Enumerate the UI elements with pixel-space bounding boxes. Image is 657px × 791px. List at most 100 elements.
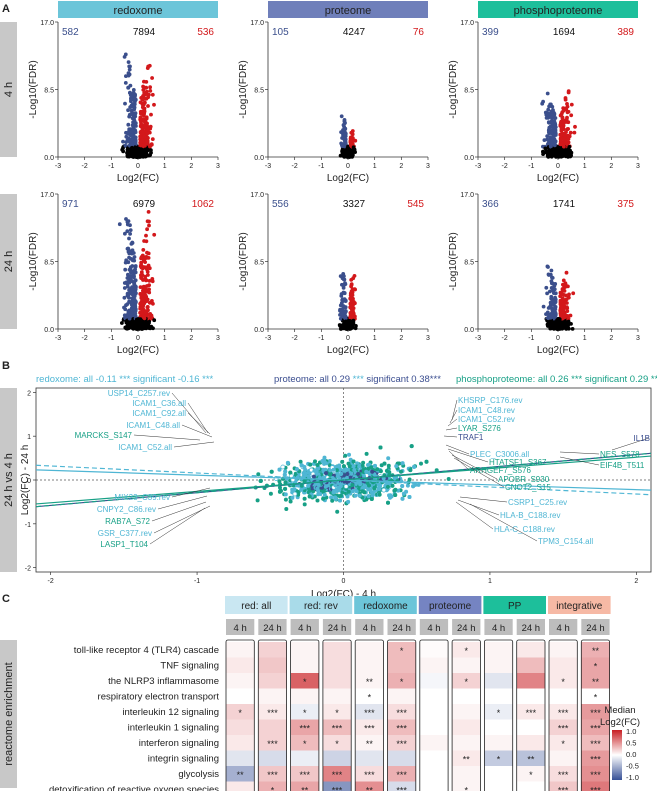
data-point	[127, 150, 132, 155]
y-tick-label: 17.0	[250, 20, 264, 27]
data-point	[345, 494, 350, 499]
data-point	[340, 297, 345, 302]
data-point	[541, 149, 545, 154]
data-point	[152, 318, 157, 323]
y-axis-label: -Log10(FDR)	[448, 60, 459, 118]
data-point	[544, 312, 548, 316]
x-tick-label: 0	[136, 335, 140, 342]
data-point	[339, 294, 344, 298]
data-point	[564, 270, 569, 275]
data-point	[559, 119, 564, 124]
data-point	[130, 241, 135, 245]
data-point	[133, 121, 138, 125]
data-point	[316, 466, 321, 471]
x-tick-label: 1	[373, 163, 377, 170]
data-point	[551, 314, 556, 319]
y-tick-label: 8.5	[44, 260, 54, 267]
data-point	[446, 477, 451, 481]
row-header-1	[0, 194, 17, 329]
data-point	[347, 464, 352, 469]
data-point	[120, 321, 124, 325]
data-point	[150, 92, 155, 97]
data-point	[549, 268, 554, 273]
data-point	[134, 146, 138, 150]
data-point	[133, 287, 138, 291]
data-point	[152, 232, 157, 237]
x-tick-label: 0	[342, 578, 346, 585]
data-point	[560, 287, 565, 291]
data-point	[142, 96, 147, 101]
data-point	[126, 219, 131, 224]
data-point	[351, 318, 356, 323]
data-point	[568, 313, 573, 318]
y-tick-label: 17.0	[460, 20, 474, 27]
data-point	[130, 264, 135, 268]
data-point	[123, 231, 127, 236]
y-tick-label: 8.5	[464, 88, 474, 95]
x-tick-label: -2	[292, 335, 298, 342]
data-point	[124, 130, 128, 135]
data-point	[139, 270, 144, 274]
stats-phosphoproteome: phosphoproteome: all 0.26 *** significan…	[456, 374, 657, 385]
data-point	[121, 139, 125, 144]
data-point	[144, 256, 149, 260]
data-point	[572, 130, 577, 135]
data-point	[142, 315, 147, 320]
data-point	[140, 125, 145, 130]
data-point	[147, 63, 152, 68]
y-axis-label: -Log10(FDR)	[238, 60, 249, 118]
y-tick-label: 0.0	[254, 327, 264, 334]
data-point	[127, 67, 132, 72]
data-point	[327, 459, 332, 463]
data-point	[340, 144, 345, 149]
data-point	[298, 459, 303, 464]
data-point	[283, 492, 288, 497]
data-point	[123, 267, 128, 272]
data-point	[277, 479, 282, 484]
data-point	[342, 274, 346, 278]
y-tick-label: 1	[27, 434, 31, 441]
data-point	[138, 317, 143, 321]
ns-count: 1741	[553, 199, 576, 210]
data-point	[138, 116, 143, 120]
data-point	[277, 467, 282, 472]
y-tick-label: 0.0	[44, 155, 54, 162]
stats-redoxome: redoxome: all -0.11 *** significant -0.1…	[36, 374, 214, 385]
data-point	[346, 499, 351, 504]
data-point	[553, 305, 557, 309]
x-tick-label: -3	[475, 163, 481, 170]
data-point	[544, 116, 549, 120]
data-point	[127, 299, 131, 304]
data-point	[144, 153, 149, 158]
column-header-redoxome	[58, 1, 218, 18]
data-point	[150, 137, 155, 142]
data-point	[549, 144, 553, 149]
stats-proteome-part: significant 0.38***	[364, 374, 441, 385]
data-point	[124, 258, 129, 263]
data-point	[132, 281, 137, 286]
stats-proteome: proteome: all 0.29 *** significant 0.38*…	[274, 374, 441, 385]
data-point	[128, 232, 133, 236]
data-point	[343, 132, 347, 137]
up-count: 545	[407, 199, 424, 210]
data-point	[549, 294, 554, 299]
x-tick-label: 3	[216, 335, 220, 342]
y-tick-label: 8.5	[44, 88, 54, 95]
data-point	[143, 122, 148, 127]
data-point	[570, 327, 575, 331]
data-point	[128, 223, 132, 228]
x-axis-label: Log2(FC)	[327, 173, 369, 184]
data-point	[349, 130, 354, 135]
data-point	[549, 305, 554, 310]
data-point	[143, 276, 148, 281]
data-point	[141, 248, 146, 252]
down-count: 105	[272, 27, 289, 38]
x-tick-label: 0	[346, 163, 350, 170]
data-point	[568, 148, 572, 153]
data-point	[349, 282, 354, 287]
x-tick-label: -3	[265, 335, 271, 342]
data-point	[567, 292, 571, 297]
data-point	[550, 121, 555, 126]
